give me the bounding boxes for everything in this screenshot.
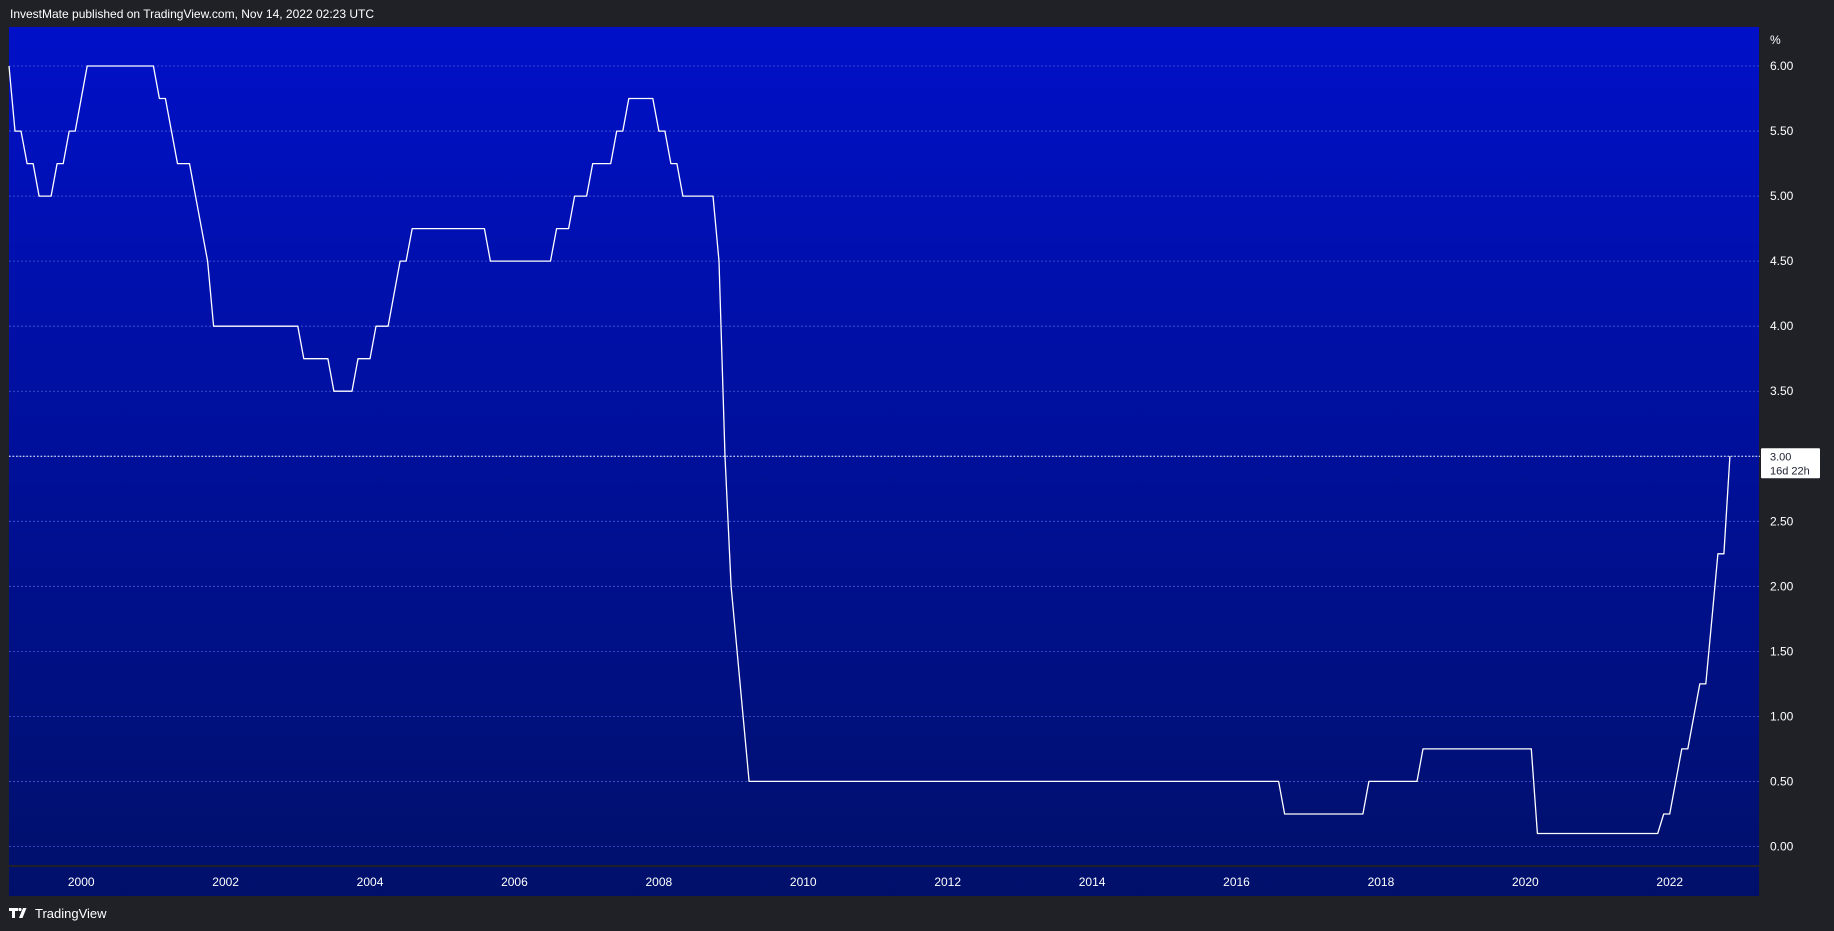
- y-tick-label: 5.00: [1770, 189, 1794, 203]
- y-tick-label: 4.00: [1770, 319, 1794, 333]
- series-line: [8, 65, 1731, 835]
- countdown-label: 16d 22h: [1770, 465, 1810, 477]
- plot-background: [9, 27, 1760, 896]
- y-tick-label: 0.50: [1770, 774, 1794, 788]
- published-caption: InvestMate published on TradingView.com,…: [10, 7, 374, 21]
- x-tick-label: 2004: [357, 875, 384, 889]
- time-axis[interactable]: 2000 2002 2004 2006 2008 2010 2012 2014 2016 2018…: [68, 875, 1684, 889]
- x-tick-label: 2008: [646, 875, 673, 889]
- y-tick-label: 2.50: [1770, 514, 1794, 528]
- x-tick-label: 2012: [934, 875, 961, 889]
- y-tick-label: 6.00: [1770, 59, 1794, 73]
- x-tick-label: 2016: [1223, 875, 1250, 889]
- y-tick-label: 5.50: [1770, 124, 1794, 138]
- last-value-label: 3.00: [1770, 451, 1791, 463]
- x-tick-label: 2014: [1079, 875, 1106, 889]
- x-tick-label: 2006: [501, 875, 528, 889]
- footer-brand[interactable]: TradingView: [9, 903, 107, 923]
- last-value-tag[interactable]: 3.00 16d 22h: [1761, 448, 1820, 479]
- y-tick-label: 2.00: [1770, 579, 1794, 593]
- last-value-tag-background: [1761, 448, 1820, 479]
- x-tick-label: 2002: [212, 875, 239, 889]
- tradingview-logo-icon: [9, 907, 27, 918]
- y-tick-label: 4.50: [1770, 254, 1794, 268]
- x-tick-label: 2010: [790, 875, 817, 889]
- y-tick-label: 1.50: [1770, 644, 1794, 658]
- x-tick-label: 2000: [68, 875, 95, 889]
- y-tick-label: 0.00: [1770, 839, 1794, 853]
- x-tick-label: 2022: [1656, 875, 1683, 889]
- y-tick-label: 1.00: [1770, 709, 1794, 723]
- x-tick-label: 2020: [1512, 875, 1539, 889]
- x-tick-label: 2018: [1368, 875, 1395, 889]
- brand-label: TradingView: [35, 905, 107, 921]
- y-tick-label: 3.50: [1770, 384, 1794, 398]
- price-unit-label: %: [1770, 33, 1781, 47]
